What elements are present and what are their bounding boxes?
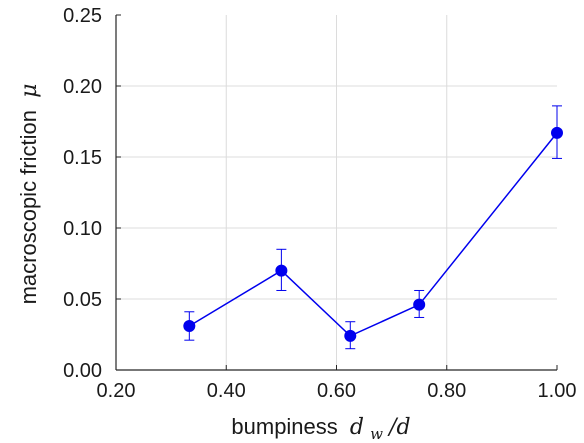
x-axis-label: bumpiness d w /d bbox=[231, 414, 410, 443]
x-tick-label: 0.80 bbox=[427, 380, 466, 402]
data-point bbox=[275, 264, 288, 277]
data-point bbox=[413, 298, 426, 311]
x-axis-label-subscript: w bbox=[370, 425, 383, 443]
y-tick-label: 0.10 bbox=[63, 218, 102, 240]
data-point bbox=[551, 126, 563, 139]
grid bbox=[116, 15, 557, 370]
y-axis-label: macroscopic friction μ bbox=[16, 84, 42, 305]
y-axis-label-math: μ bbox=[17, 84, 42, 98]
x-tick-label: 0.40 bbox=[207, 380, 246, 402]
y-axis-label-text: macroscopic friction bbox=[16, 110, 41, 304]
y-tick-label: 0.05 bbox=[63, 289, 102, 311]
x-tick-label: 0.20 bbox=[97, 380, 136, 402]
series-line bbox=[188, 132, 558, 337]
data-series bbox=[183, 105, 563, 350]
data-point bbox=[344, 329, 357, 342]
y-tick-label: 0.25 bbox=[63, 5, 102, 27]
x-tick-label: 1.00 bbox=[538, 380, 577, 402]
axes bbox=[115, 14, 558, 371]
tick-labels: 0.20 0.40 0.60 0.80 1.00 0.00 0.05 0.10 0.15 0.20… bbox=[63, 5, 576, 402]
x-axis-label-text: bumpiness bbox=[231, 414, 337, 439]
x-tick-label: 0.60 bbox=[317, 380, 356, 402]
y-tick-label: 0.20 bbox=[63, 76, 102, 98]
data-point bbox=[183, 319, 196, 332]
x-axis-label-math: d bbox=[350, 415, 364, 440]
y-tick-label: 0.00 bbox=[63, 360, 102, 382]
y-tick-label: 0.15 bbox=[63, 147, 102, 169]
x-axis-label-tail: /d bbox=[387, 415, 411, 440]
